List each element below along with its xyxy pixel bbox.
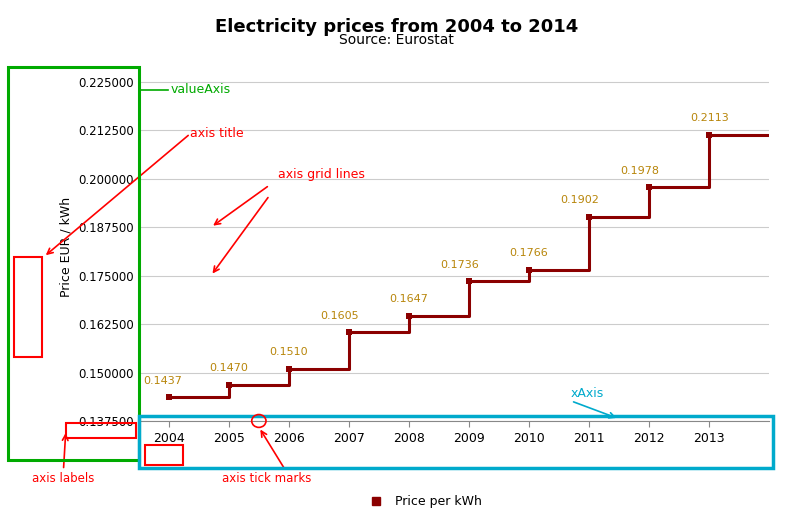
Text: 0.1766: 0.1766: [510, 248, 549, 258]
Text: Source: Eurostat: Source: Eurostat: [339, 33, 454, 47]
Text: 0.1510: 0.1510: [270, 347, 308, 357]
Text: axis tick marks: axis tick marks: [222, 471, 312, 485]
Legend: Price per kWh: Price per kWh: [358, 490, 487, 513]
Text: 0.1470: 0.1470: [209, 363, 248, 373]
Text: axis grid lines: axis grid lines: [278, 168, 365, 181]
Text: 0.1647: 0.1647: [389, 294, 428, 304]
Text: valueAxis: valueAxis: [170, 83, 231, 97]
Text: xAxis: xAxis: [571, 387, 604, 400]
Y-axis label: Price EUR / kWh: Price EUR / kWh: [59, 197, 73, 297]
Text: 0.1605: 0.1605: [320, 310, 359, 321]
Text: 0.1736: 0.1736: [441, 260, 480, 270]
Text: 0.1437: 0.1437: [144, 376, 182, 386]
Text: axis labels: axis labels: [32, 471, 94, 485]
Text: Electricity prices from 2004 to 2014: Electricity prices from 2004 to 2014: [215, 18, 578, 36]
Text: 0.1978: 0.1978: [621, 166, 660, 176]
Text: 0.2113: 0.2113: [690, 113, 729, 123]
Text: axis title: axis title: [190, 127, 244, 140]
Text: 0.1902: 0.1902: [561, 195, 600, 205]
